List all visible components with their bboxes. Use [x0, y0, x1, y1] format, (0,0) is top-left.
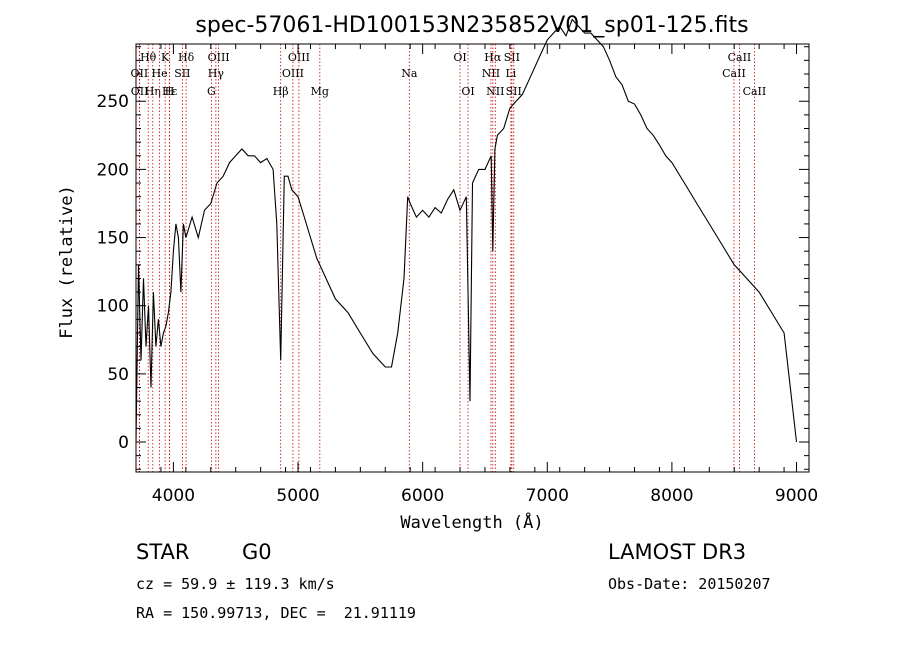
- x-axis-ticks: 4000 5000 6000 7000 8000 9000: [135, 44, 818, 506]
- marker-label-8: SII: [174, 67, 190, 80]
- marker-label-26: CaII: [728, 51, 752, 64]
- marker-label-4: Hη: [145, 85, 161, 98]
- marker-label-5: K: [161, 51, 170, 64]
- x-tick-label-5: 9000: [775, 486, 818, 506]
- x-tick-label-1: 5000: [276, 486, 319, 506]
- marker-label-17: Na: [401, 67, 418, 80]
- marker-label-25: SII: [506, 85, 522, 98]
- marker-label-6: He: [152, 67, 168, 80]
- spectrum-line-0: [135, 18, 798, 443]
- y-tick-label-4: 200: [97, 160, 129, 180]
- plot-frame: [135, 43, 810, 473]
- marker-label-9: Hδ: [178, 51, 195, 64]
- y-axis-ticks: 0 50 100 150 200 250: [97, 46, 809, 470]
- marker-label-19: OI: [461, 85, 474, 98]
- y-axis-label: Flux (relative): [57, 185, 77, 339]
- marker-label-7: H: [165, 85, 175, 98]
- marker-label-0: Hθ: [140, 51, 157, 64]
- spectrum-plot-area: [135, 18, 798, 443]
- marker-label-27: CaII: [722, 67, 746, 80]
- chart-title: spec-57061-HD100153N235852V01_sp01-125.f…: [195, 13, 748, 38]
- obs-date: Obs-Date: 20150207: [608, 575, 771, 593]
- y-tick-label-3: 150: [97, 229, 129, 249]
- x-axis-label: Wavelength (Å): [400, 511, 543, 533]
- y-tick-label-1: 50: [107, 365, 129, 385]
- y-tick-label-0: 0: [118, 433, 129, 453]
- marker-label-23: SII: [504, 51, 520, 64]
- survey-name: LAMOST DR3: [608, 540, 747, 564]
- y-tick-label-2: 100: [97, 297, 129, 317]
- marker-label-16: Mg: [311, 85, 329, 98]
- object-subclass: G0: [242, 540, 272, 564]
- x-tick-label-0: 4000: [152, 486, 195, 506]
- ra-dec: RA = 150.99713, DEC = 21.91119: [136, 604, 416, 622]
- marker-label-21: NII: [482, 67, 500, 80]
- marker-label-13: Hβ: [273, 85, 289, 98]
- x-tick-label-2: 6000: [401, 486, 444, 506]
- marker-label-12: G: [207, 85, 216, 98]
- marker-label-20: Hα: [484, 51, 502, 64]
- marker-label-10: OIII: [208, 51, 230, 64]
- marker-label-28: CaII: [743, 85, 767, 98]
- marker-label-14: OIII: [288, 51, 310, 64]
- marker-label-15: OIII: [282, 67, 304, 80]
- marker-label-18: OI: [453, 51, 466, 64]
- x-tick-label-4: 8000: [650, 486, 693, 506]
- y-tick-label-5: 250: [97, 92, 129, 112]
- redshift-cz: cz = 59.9 ± 119.3 km/s: [136, 575, 335, 593]
- marker-label-2: OII: [131, 85, 149, 98]
- marker-label-11: Hγ: [208, 67, 225, 80]
- x-tick-label-3: 7000: [526, 486, 569, 506]
- marker-label-24: Li: [505, 67, 516, 80]
- marker-label-3: Hε: [162, 85, 178, 98]
- marker-label-22: NII: [486, 85, 504, 98]
- object-class: STAR: [136, 540, 190, 564]
